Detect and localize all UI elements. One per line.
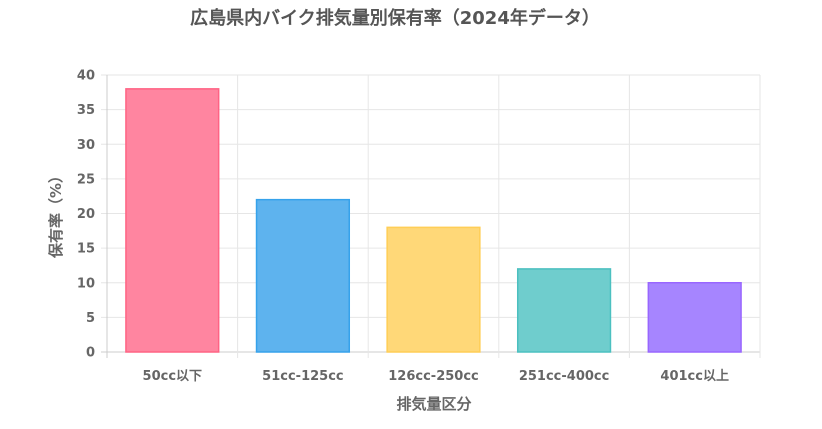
y-tick-label: 35	[77, 103, 95, 118]
y-tick-label: 15	[77, 242, 95, 257]
chart-title: 広島県内バイク排気量別保有率（2024年データ）	[190, 7, 600, 29]
bar-1[interactable]	[255, 198, 351, 353]
y-axis: 0 5 10 15 20 25 30 35 40	[77, 69, 95, 361]
y-tick-label: 5	[86, 311, 95, 326]
bars-layer	[125, 88, 742, 353]
bar-3[interactable]	[516, 268, 612, 353]
bar-2[interactable]	[386, 226, 481, 353]
y-tick-label: 10	[77, 276, 95, 291]
y-axis-title: 保有率（%）	[47, 168, 65, 259]
x-tick-label: 50cc以下	[143, 369, 203, 384]
bar-0[interactable]	[125, 88, 220, 353]
x-tick-label: 401cc以上	[660, 369, 729, 384]
x-tick-label: 51cc-125cc	[262, 369, 343, 384]
y-tick-label: 0	[86, 346, 95, 361]
bar-4[interactable]	[647, 282, 742, 353]
y-tick-label: 40	[77, 69, 95, 84]
x-axis-title: 排気量区分	[396, 395, 471, 413]
y-tick-label: 30	[77, 138, 95, 153]
x-tick-label: 126cc-250cc	[388, 369, 479, 384]
x-axis: 50cc以下 51cc-125cc 126cc-250cc 251cc-400cc 40…	[143, 369, 729, 384]
x-tick-label: 251cc-400cc	[519, 369, 610, 384]
y-tick-label: 20	[77, 207, 95, 222]
y-tick-label: 25	[77, 172, 95, 187]
